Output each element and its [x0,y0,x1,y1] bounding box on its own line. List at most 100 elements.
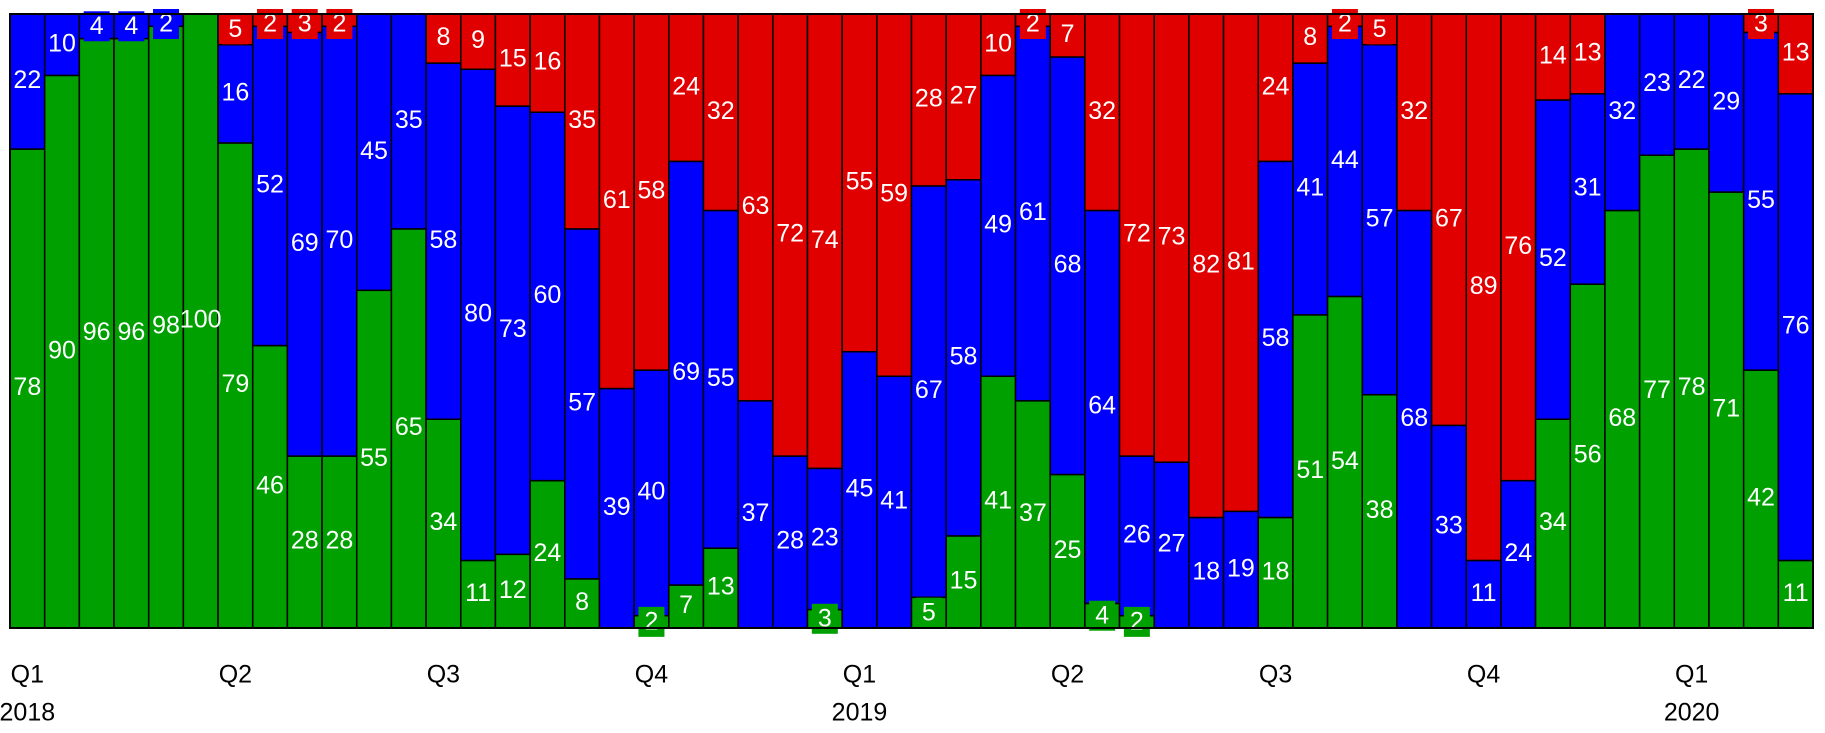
data-label: 3 [818,604,832,632]
data-label: 60 [534,281,562,309]
data-label: 2 [1130,607,1144,635]
label-box [222,14,249,45]
bar-segment [1188,516,1225,629]
label-box [1366,14,1393,45]
bar-segment [1534,13,1572,101]
data-label: 78 [13,373,41,401]
bar-segment [945,13,982,181]
data-label: 34 [1539,508,1567,536]
bar-segment [1534,418,1572,629]
bar-segment [598,13,635,390]
x-tick-label: Q3 [427,661,460,689]
label-box [638,606,665,637]
data-label: 10 [48,29,76,57]
data-label: 39 [603,493,631,521]
bar-segment [1188,13,1225,519]
data-label: 40 [638,478,666,506]
data-label: 78 [1678,373,1706,401]
bar-segment [1430,424,1468,629]
bar-segment [945,535,982,629]
data-label: 8 [575,588,589,616]
data-label: 45 [846,474,874,502]
data-label: 26 [1123,521,1151,549]
x-tick-label: Q4 [1467,661,1500,689]
data-label: 79 [221,370,249,398]
label-box [915,597,942,628]
data-label: 90 [48,336,76,364]
data-label: 33 [1435,511,1463,539]
plot-frame [9,13,1814,629]
data-label: 28 [325,527,353,555]
data-label: 28 [776,527,804,555]
bar-segment [1604,13,1641,212]
data-label: 32 [1400,97,1428,125]
data-label: 71 [1712,395,1740,423]
data-label: 57 [568,388,596,416]
bar-segment [460,13,497,71]
data-label: 13 [1782,39,1810,67]
data-label: 28 [915,85,943,113]
bar-segment [1638,154,1676,629]
data-label: 2 [644,607,658,635]
data-label: 44 [1331,146,1359,174]
x-tick-label: Q4 [635,661,668,689]
data-label: 69 [672,358,700,386]
data-label: 72 [776,220,804,248]
data-label: 25 [1054,536,1082,564]
bar-segment [217,43,254,144]
data-label: 67 [1435,204,1463,232]
bar-segment [1569,13,1606,95]
data-label: 57 [1366,204,1394,232]
data-label: 34 [430,508,458,536]
data-label: 13 [707,573,735,601]
data-label: 5 [228,15,242,43]
data-label: 58 [1262,324,1290,352]
data-label: 28 [291,527,319,555]
bar-segment [1084,209,1121,605]
bar-segment [1292,13,1329,64]
data-label: 24 [534,539,562,567]
bar-segment [1014,25,1051,402]
data-label: 4 [124,12,138,40]
bar-segment [1500,479,1537,629]
data-label: 2 [1026,10,1040,38]
data-label: 15 [499,45,527,73]
bar-segment [772,13,809,457]
bar-segment [251,25,289,347]
data-label: 89 [1470,272,1498,300]
bar-segment [425,418,462,629]
data-label: 18 [1262,557,1290,585]
data-label: 52 [256,171,284,199]
bar-segment [1257,516,1294,629]
data-label: 22 [1678,66,1706,94]
bar-segment [633,369,670,617]
bar-segment [702,13,739,212]
data-label: 81 [1227,247,1255,275]
bar-segment [9,13,46,150]
data-label: 80 [464,299,492,327]
data-label: 37 [742,499,770,527]
x-tick-label: Q1 [843,661,876,689]
data-label: 61 [603,186,631,214]
bar-segment [9,148,46,629]
data-label: 77 [1643,376,1671,404]
data-label: 24 [1504,539,1532,567]
data-label: 11 [1471,579,1497,607]
bar-segment [772,455,809,629]
data-label: 72 [1123,220,1151,248]
bar-segment [564,13,601,230]
x-tick-label: Q2 [1051,661,1084,689]
data-label: 58 [950,342,978,370]
data-label: 82 [1192,250,1220,278]
data-label: 46 [256,471,284,499]
data-label: 38 [1366,496,1394,524]
data-label: 68 [1400,404,1428,432]
data-label: 98 [152,312,180,340]
data-label: 51 [1296,456,1324,484]
data-label: 2 [159,10,173,38]
label-box [118,11,145,42]
data-label: 42 [1747,484,1775,512]
data-label: 73 [1158,223,1186,251]
data-label: 24 [1262,72,1290,100]
label-box [83,11,110,42]
